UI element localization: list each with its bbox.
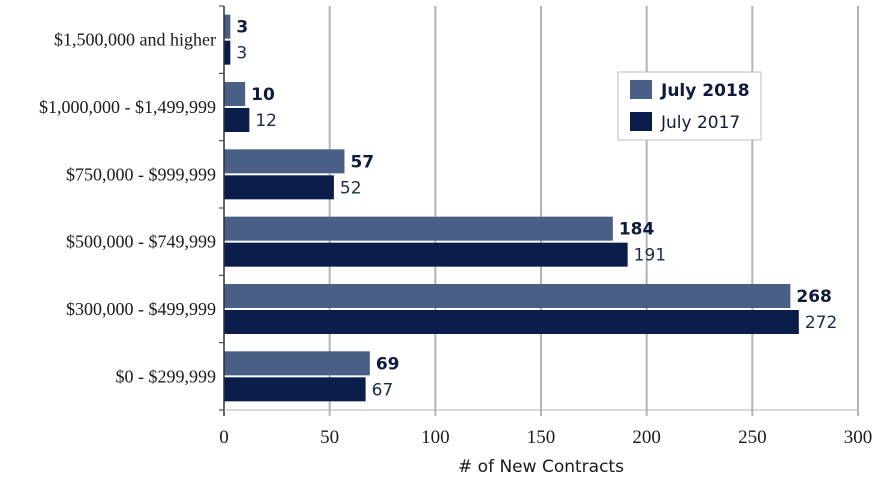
bar-july-2018	[224, 216, 613, 241]
legend-swatch-2018	[630, 80, 652, 99]
bar-july-2017	[224, 310, 799, 334]
labels: 0 50 100 150 200 250 300 $1,500,000 and higher 3…	[39, 18, 872, 448]
data-label: 67	[372, 380, 394, 400]
axis	[219, 5, 858, 416]
category-label: $1,500,000 and higher	[54, 30, 216, 50]
data-label: 69	[376, 354, 400, 374]
x-tick-label: 200	[632, 427, 661, 448]
data-label: 268	[796, 287, 832, 307]
x-tick-label: 150	[527, 427, 556, 448]
x-tick-label: 50	[320, 427, 339, 448]
x-tick-label: 300	[844, 427, 873, 448]
bar-july-2017	[224, 242, 628, 267]
x-axis-label: # of New Contracts	[458, 457, 624, 477]
bar-july-2017	[224, 108, 250, 132]
category-label: $500,000 - $749,999	[66, 232, 216, 252]
x-tick-label: 250	[738, 427, 767, 448]
bar-july-2017	[224, 377, 366, 402]
bars	[224, 14, 799, 402]
category-label: $750,000 - $999,999	[66, 164, 216, 184]
legend-label-2017: July 2017	[660, 113, 740, 133]
data-label: 12	[255, 111, 277, 131]
data-label: 191	[634, 246, 666, 266]
bar-july-2018	[224, 351, 370, 376]
data-label: 3	[236, 44, 247, 64]
bar-july-2017	[224, 175, 334, 200]
bar-july-2018	[224, 82, 246, 106]
data-label: 57	[350, 152, 374, 172]
data-label: 3	[236, 18, 248, 38]
x-tick-label: 100	[421, 427, 450, 448]
bar-july-2017	[224, 40, 231, 65]
legend: July 2018 July 2017	[617, 71, 762, 141]
category-label: $1,000,000 - $1,499,999	[39, 97, 216, 117]
x-tick-label: 0	[219, 427, 229, 448]
legend-label-2018: July 2018	[660, 81, 750, 101]
category-label: $300,000 - $499,999	[66, 299, 216, 319]
data-label: 10	[251, 85, 275, 105]
data-label: 184	[619, 220, 655, 240]
data-label: 272	[805, 313, 837, 333]
data-label: 52	[340, 178, 362, 198]
bar-july-2018	[224, 149, 345, 174]
legend-swatch-2017	[630, 112, 652, 131]
category-label: $0 - $299,999	[116, 366, 217, 386]
gridlines	[328, 6, 859, 416]
bar-july-2018	[224, 284, 791, 308]
bar-july-2018	[224, 14, 231, 39]
